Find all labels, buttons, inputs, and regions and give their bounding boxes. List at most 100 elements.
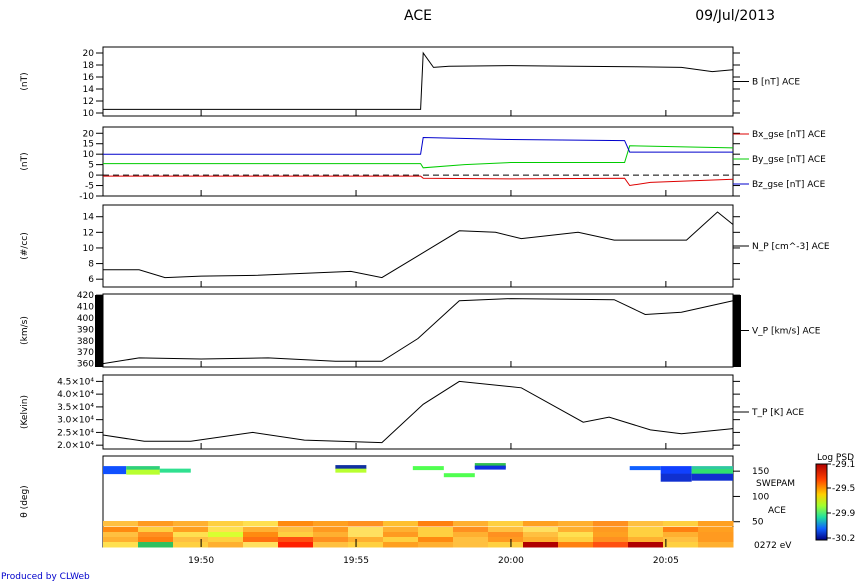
heatmap-band-cell [523,537,559,543]
y-tick-label: 20 [83,129,95,139]
heatmap-band-cell [523,521,559,527]
series-line-2 [103,145,734,169]
heatmap-band-cell [418,521,454,527]
heatmap-band-cell [383,537,419,543]
heatmap-band-cell [523,527,559,533]
heatmap-band-cell [348,542,384,548]
y-tick-label: 14 [83,213,95,223]
heatmap-band-cell [103,542,139,548]
colorbar-tick-label: -30.2 [832,534,855,544]
heatmap-band-cell [593,537,629,543]
heatmap-cell [126,466,160,473]
heatmap-band-cell [243,521,279,527]
heatmap-band-cell [663,527,699,533]
vp-right-bar [733,295,741,367]
heatmap-band-cell [278,527,314,533]
heatmap-band-cell [208,537,244,543]
panel-t-p: (Kelvin) 4.5×10⁴ 4.0×10⁴ 3.5×10⁴ 3.0×10⁴ 2.5×… [20,374,804,451]
heatmap-band-cell [383,527,419,533]
heatmap-cell [660,466,692,475]
y-axis-label: θ (deg) [20,485,30,517]
x-tick-label: 20:05 [653,556,679,566]
heatmap-band-cell [313,537,349,543]
heatmap-band-cell [348,527,384,533]
heatmap-band-cell [173,532,209,538]
x-tick-label: 19:55 [343,556,369,566]
heatmap-band-cell [138,542,174,548]
y-tick-label: 410 [77,303,94,313]
colorbar-tick-label: -29.5 [832,484,855,494]
panel-frame [102,204,734,288]
series-line-1 [103,51,734,110]
energy-label: 0272 eV [754,541,792,551]
y-tick-label: 390 [77,325,94,335]
y-tick-label: 2.5×10⁴ [57,428,94,438]
series-label-1: N_P [cm^-3] ACE [752,242,830,252]
heatmap-cell [126,469,160,475]
heatmap-band-cell [488,542,524,548]
heatmap-band-cell [208,521,244,527]
heatmap-band-cell [208,532,244,538]
footer-credit: Produced by CLWeb [1,572,90,582]
heatmap-cell [691,473,733,481]
y-axis-label: (#/cc) [20,232,30,260]
vp-left-bar [95,295,103,367]
heatmap-band-cell [138,537,174,543]
series-label-1: V_P [km/s] ACE [752,327,821,337]
heatmap-band-cell [243,532,279,538]
y-tick-label: 370 [77,348,94,358]
heatmap-band-cell [208,527,244,533]
heatmap-band-cell [698,527,734,533]
y-tick-label: 4.5×10⁴ [57,377,94,387]
y-tick-label: 3.0×10⁴ [57,416,94,426]
heatmap-band-cell [488,527,524,533]
heatmap-band-cell [593,532,629,538]
colorbar-tick-label: -29.9 [832,509,856,519]
heatmap-cell [474,465,506,470]
heatmap-band-cell [313,521,349,527]
y-tick-label: 50 [752,518,764,528]
heatmap-band-cell [593,521,629,527]
series-label-3: Bz_gse [nT] ACE [752,180,826,190]
series-line-1 [103,211,734,279]
series-label-1: Bx_gse [nT] ACE [752,130,826,140]
heatmap-cell [335,468,367,473]
heatmap-band-cell [243,537,279,543]
heatmap-band-cell [453,527,489,533]
y-tick-label: 8 [88,260,94,270]
series-label-2: By_gse [nT] ACE [752,155,826,165]
y-tick-label: 12 [83,97,94,107]
heatmap-cell [660,473,692,482]
heatmap-band-cell [243,542,279,548]
y-axis-label: (km/s) [20,316,30,345]
heatmap-band-cell [418,527,454,533]
y-tick-label: 150 [752,467,769,477]
y-tick-label: 5 [88,161,94,171]
heatmap-band-cell [628,537,664,543]
heatmap-band-cell [628,532,664,538]
heatmap-band-cell [208,542,244,548]
heatmap-band-cell [698,532,734,538]
heatmap-cell [159,468,191,473]
heatmap-band-cell [418,532,454,538]
heatmap-band-cell [593,542,629,548]
heatmap-cell [443,473,475,478]
heatmap-band-cell [488,521,524,527]
series-line-1 [102,380,734,444]
y-tick-label: 420 [77,291,94,301]
y-tick-label: 15 [83,140,94,150]
heatmap-band-cell [558,527,594,533]
heatmap-band-cell [663,521,699,527]
heatmap-band-cell [173,527,209,533]
y-tick-label: -5 [85,182,94,192]
heatmap-band-cell [138,532,174,538]
series-line-1 [103,175,734,187]
heatmap-band-cell [523,532,559,538]
heatmap-band-cell [103,532,139,538]
heatmap-band-cell [418,537,454,543]
heatmap-band-cell [663,542,699,548]
heatmap-band-cell [523,542,559,548]
y-axis-label: (Kelvin) [20,395,30,429]
